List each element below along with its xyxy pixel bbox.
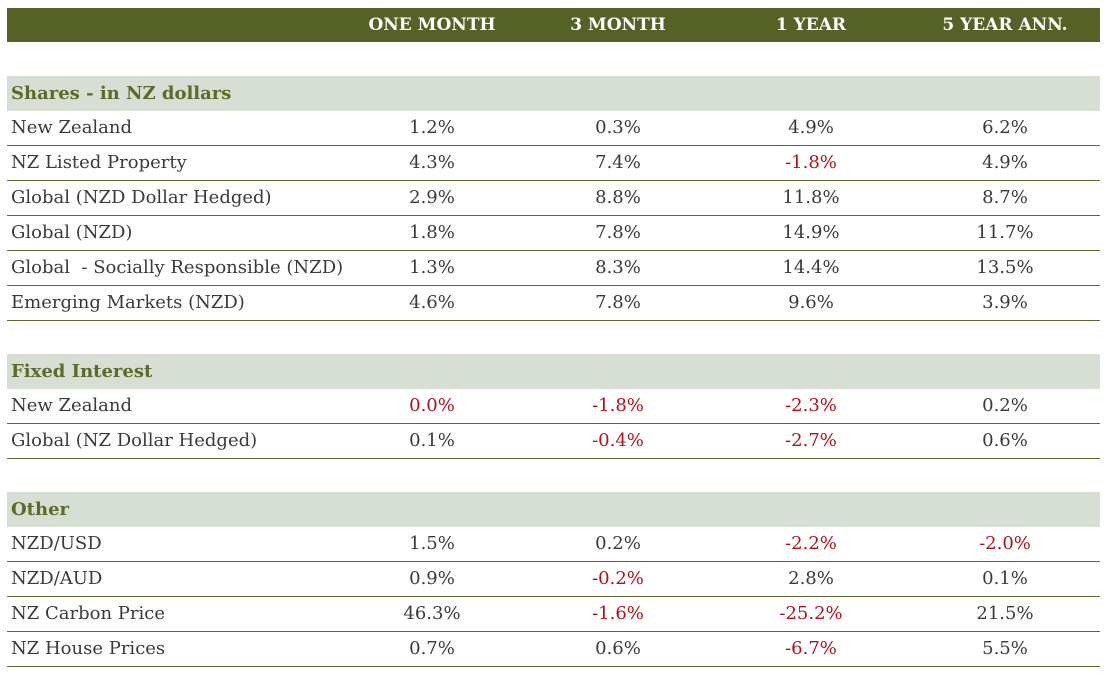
row-label: New Zealand: [11, 395, 133, 416]
cell-3-month: 7.8%: [595, 222, 641, 243]
table-row: New Zealand 1.2% 0.3% 4.9% 6.2%: [7, 111, 1100, 146]
section-header-other: Other: [7, 492, 1100, 527]
row-label: NZD/AUD: [11, 568, 103, 589]
cell-one-month: 0.1%: [409, 430, 455, 451]
cell-one-month: 1.5%: [409, 533, 455, 554]
cell-one-month: 4.3%: [409, 152, 455, 173]
cell-1-year: -6.7%: [785, 638, 837, 659]
cell-5-year: 4.9%: [982, 152, 1028, 173]
section-header-fixed-interest: Fixed Interest: [7, 354, 1100, 389]
cell-3-month: 0.2%: [595, 533, 641, 554]
cell-3-month: 8.3%: [595, 257, 641, 278]
cell-5-year: 11.7%: [976, 222, 1034, 243]
col-header-one-month: ONE MONTH: [368, 15, 496, 35]
row-label: New Zealand: [11, 117, 133, 138]
section-title: Other: [11, 499, 70, 520]
table-row: Global (NZD) 1.8% 7.8% 14.9% 11.7%: [7, 216, 1100, 251]
cell-3-month: -1.6%: [592, 603, 644, 624]
cell-5-year: 13.5%: [976, 257, 1034, 278]
cell-5-year: 3.9%: [982, 292, 1028, 313]
table-row: New Zealand 0.0% -1.8% -2.3% 0.2%: [7, 389, 1100, 424]
row-label: Global (NZD): [11, 222, 133, 243]
cell-one-month: 4.6%: [409, 292, 455, 313]
table-row: Emerging Markets (NZD) 4.6% 7.8% 9.6% 3.…: [7, 286, 1100, 321]
cell-3-month: -1.8%: [592, 395, 644, 416]
col-header-5-year-ann: 5 YEAR ANN.: [942, 15, 1068, 35]
cell-one-month: 46.3%: [403, 603, 461, 624]
cell-1-year: -1.8%: [785, 152, 837, 173]
cell-3-month: 8.8%: [595, 187, 641, 208]
row-label: NZ House Prices: [11, 638, 166, 659]
table-row: NZ Carbon Price 46.3% -1.6% -25.2% 21.5%: [7, 597, 1100, 632]
cell-1-year: -2.3%: [785, 395, 837, 416]
cell-1-year: 14.9%: [782, 222, 840, 243]
cell-1-year: 14.4%: [782, 257, 840, 278]
cell-1-year: 2.8%: [788, 568, 834, 589]
row-label: Global - Socially Responsible (NZD): [11, 257, 344, 278]
cell-1-year: 4.9%: [788, 117, 834, 138]
cell-3-month: -0.2%: [592, 568, 644, 589]
col-header-1-year: 1 YEAR: [775, 15, 847, 35]
table-row: NZD/AUD 0.9% -0.2% 2.8% 0.1%: [7, 562, 1100, 597]
cell-5-year: 21.5%: [976, 603, 1034, 624]
cell-one-month: 1.3%: [409, 257, 455, 278]
section-title: Shares - in NZ dollars: [11, 83, 232, 104]
table-row: NZ House Prices 0.7% 0.6% -6.7% 5.5%: [7, 632, 1100, 667]
row-label: NZD/USD: [11, 533, 102, 554]
cell-one-month: 1.8%: [409, 222, 455, 243]
cell-3-month: 0.6%: [595, 638, 641, 659]
table-row: Global - Socially Responsible (NZD) 1.3%…: [7, 251, 1100, 286]
table-row: Global (NZ Dollar Hedged) 0.1% -0.4% -2.…: [7, 424, 1100, 459]
cell-one-month: 1.2%: [409, 117, 455, 138]
cell-5-year: -2.0%: [979, 533, 1031, 554]
cell-3-month: 0.3%: [595, 117, 641, 138]
row-label: NZ Listed Property: [11, 152, 187, 173]
cell-one-month: 0.0%: [409, 395, 455, 416]
cell-3-month: 7.8%: [595, 292, 641, 313]
table-row: Global (NZD Dollar Hedged) 2.9% 8.8% 11.…: [7, 181, 1100, 216]
table-row: NZD/USD 1.5% 0.2% -2.2% -2.0%: [7, 527, 1100, 562]
cell-3-month: 7.4%: [595, 152, 641, 173]
cell-5-year: 0.2%: [982, 395, 1028, 416]
cell-1-year: -2.7%: [785, 430, 837, 451]
section-header-shares: Shares - in NZ dollars: [7, 76, 1100, 111]
cell-5-year: 0.6%: [982, 430, 1028, 451]
cell-1-year: -2.2%: [785, 533, 837, 554]
section-title: Fixed Interest: [11, 361, 153, 382]
cell-1-year: 11.8%: [782, 187, 840, 208]
row-label: Emerging Markets (NZD): [11, 292, 245, 313]
cell-3-month: -0.4%: [592, 430, 644, 451]
table-header: ONE MONTH 3 MONTH 1 YEAR 5 YEAR ANN.: [7, 8, 1100, 42]
row-label: Global (NZD Dollar Hedged): [11, 187, 272, 208]
cell-5-year: 6.2%: [982, 117, 1028, 138]
cell-one-month: 2.9%: [409, 187, 455, 208]
cell-5-year: 8.7%: [982, 187, 1028, 208]
col-header-3-month: 3 MONTH: [570, 15, 666, 35]
cell-one-month: 0.9%: [409, 568, 455, 589]
cell-1-year: 9.6%: [788, 292, 834, 313]
table-row: NZ Listed Property 4.3% 7.4% -1.8% 4.9%: [7, 146, 1100, 181]
cell-5-year: 0.1%: [982, 568, 1028, 589]
cell-1-year: -25.2%: [779, 603, 843, 624]
row-label: NZ Carbon Price: [11, 603, 165, 624]
cell-5-year: 5.5%: [982, 638, 1028, 659]
row-label: Global (NZ Dollar Hedged): [11, 430, 258, 451]
cell-one-month: 0.7%: [409, 638, 455, 659]
